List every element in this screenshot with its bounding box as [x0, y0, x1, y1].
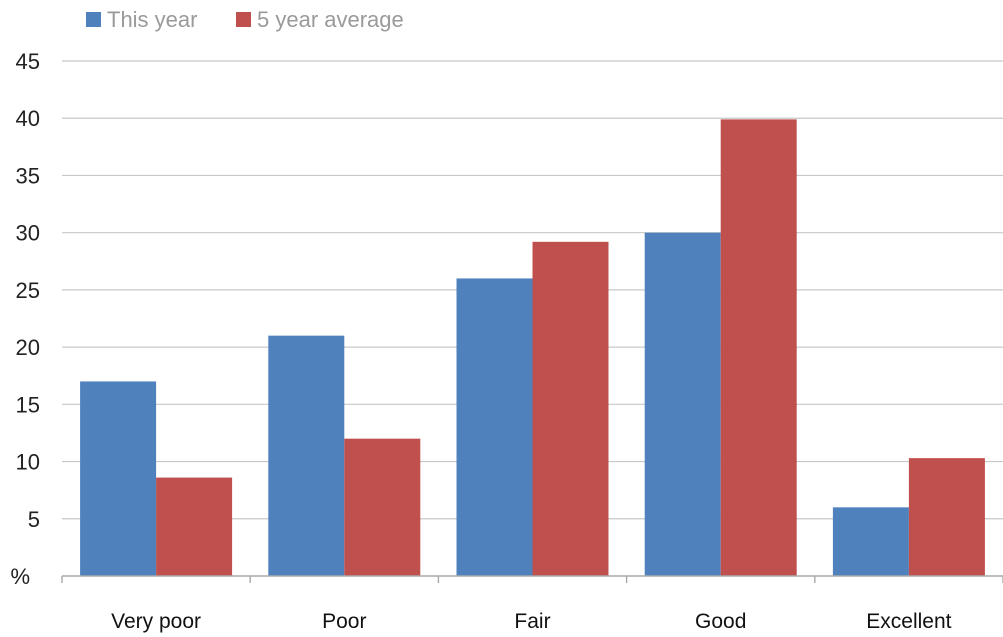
- bars: [80, 119, 985, 577]
- legend-label: 5 year average: [257, 7, 404, 32]
- legend-swatch: [236, 12, 251, 27]
- legend-label: This year: [107, 7, 197, 32]
- x-category-label: Fair: [514, 610, 550, 633]
- bar: [908, 458, 985, 576]
- y-axis-ticks: 5 10 15 20 25 30 35 40 45%: [10, 49, 40, 589]
- legend-swatch: [86, 12, 101, 27]
- bar: [344, 438, 421, 576]
- x-category-label: Poor: [322, 610, 366, 633]
- y-tick-label: 25: [16, 278, 40, 303]
- bar: [156, 477, 233, 576]
- bar: [80, 381, 157, 576]
- x-category-label: Very poor: [111, 610, 201, 633]
- y-tick-label: 15: [16, 392, 40, 417]
- y-tick-label: 10: [16, 450, 40, 475]
- x-axis: [61, 575, 1003, 583]
- bar: [456, 278, 533, 576]
- y-tick-label: 30: [16, 221, 40, 246]
- y-tick-label: 40: [16, 106, 40, 131]
- bar: [832, 507, 909, 576]
- y-tick-label: 35: [16, 163, 40, 188]
- y-tick-label: 20: [16, 335, 40, 360]
- y-tick-label-zero: %: [10, 564, 30, 589]
- x-axis-categories: Very poor Poor Fair Good Excellent: [111, 610, 952, 633]
- bar: [268, 335, 345, 576]
- legend: This year 5 year average: [86, 7, 404, 32]
- bar: [644, 232, 721, 576]
- bar: [720, 119, 797, 576]
- y-tick-label: 5: [28, 507, 40, 532]
- x-category-label: Good: [695, 610, 746, 633]
- x-category-label: Excellent: [866, 610, 951, 633]
- y-tick-label: 45: [16, 49, 40, 74]
- bar: [532, 241, 609, 577]
